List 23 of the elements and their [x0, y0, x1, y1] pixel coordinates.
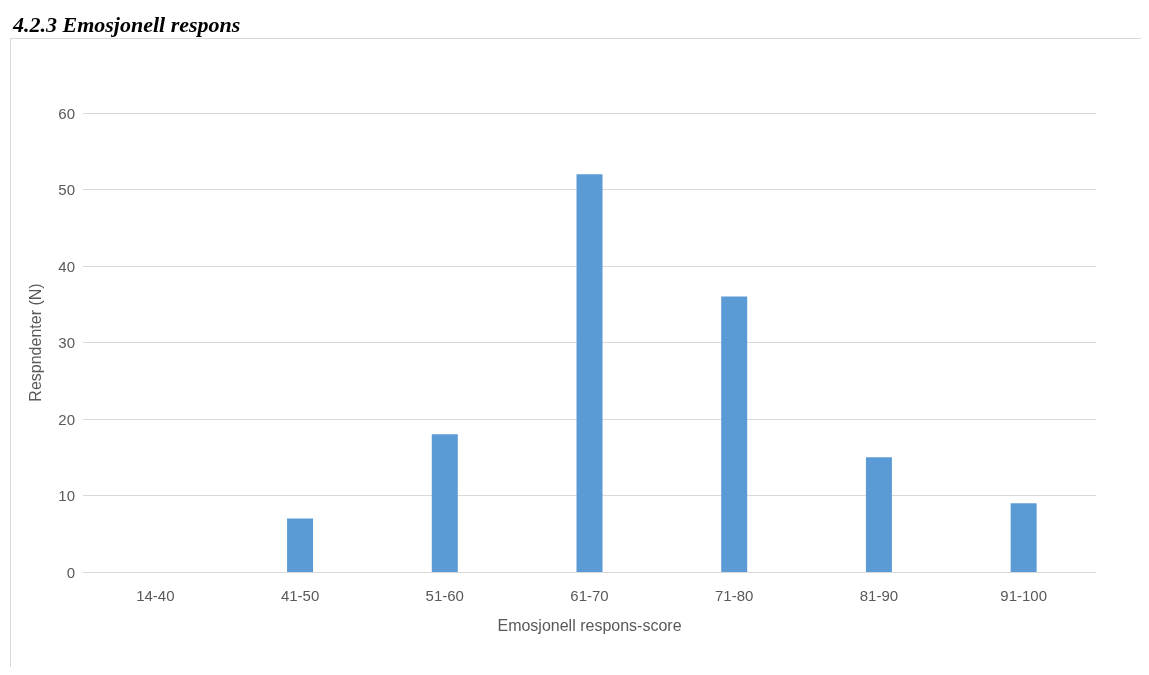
y-tick-label: 50 [58, 181, 75, 198]
x-tick-label: 51-60 [425, 587, 464, 604]
bar [287, 518, 314, 572]
x-tick-label: 41-50 [280, 587, 320, 604]
y-tick-label: 20 [58, 410, 75, 428]
bar [721, 296, 748, 572]
bar [865, 457, 892, 572]
x-tick-label: 71-80 [715, 587, 754, 604]
bar [576, 174, 603, 572]
y-tick-label: 60 [58, 104, 75, 122]
y-axis-title: Respndenter (N) [26, 283, 44, 402]
x-tick-label: 61-70 [570, 587, 609, 604]
chart-title: 4.2.3 Emosjonell respons [12, 11, 241, 37]
x-tick-label: 91-100 [1000, 587, 1047, 604]
bar [431, 434, 458, 572]
y-tick-label: 10 [58, 487, 75, 504]
x-tick-label: 14-40 [136, 587, 175, 604]
bar [1010, 503, 1037, 572]
y-tick-label: 30 [58, 334, 75, 351]
y-tick-label: 40 [58, 257, 75, 275]
x-tick-label: 81-90 [859, 587, 899, 604]
y-tick-label: 0 [66, 563, 75, 581]
x-axis-title: Emosjonell respons-score [497, 616, 682, 634]
